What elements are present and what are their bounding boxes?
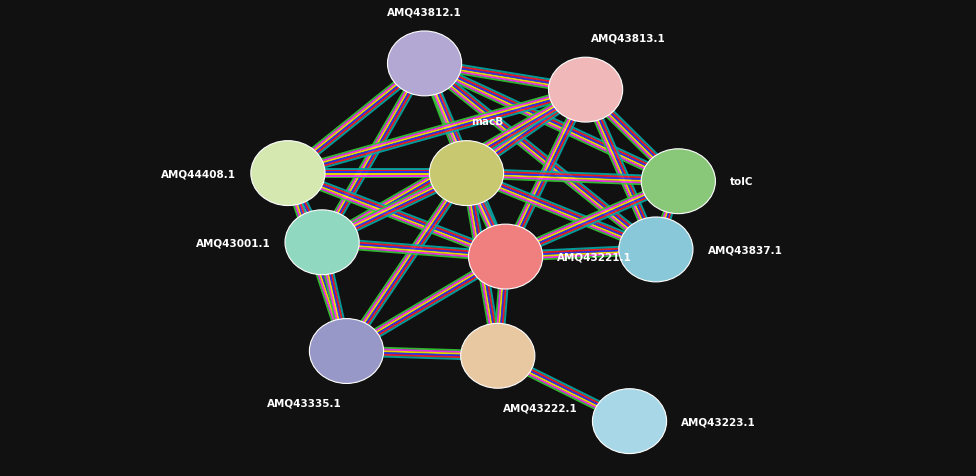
Text: AMQ43221.1: AMQ43221.1 [557,252,632,262]
Text: AMQ43335.1: AMQ43335.1 [266,398,342,408]
Ellipse shape [641,149,715,214]
Ellipse shape [461,324,535,388]
Ellipse shape [251,141,325,206]
Text: AMQ43001.1: AMQ43001.1 [195,238,270,248]
Text: AMQ43223.1: AMQ43223.1 [681,416,756,426]
Ellipse shape [429,141,504,206]
Text: AMQ43813.1: AMQ43813.1 [590,34,666,44]
Ellipse shape [468,225,543,289]
Ellipse shape [285,210,359,275]
Ellipse shape [592,389,667,454]
Text: tolC: tolC [730,177,753,187]
Ellipse shape [309,319,384,384]
Text: AMQ43812.1: AMQ43812.1 [387,8,462,18]
Text: AMQ43222.1: AMQ43222.1 [503,403,578,413]
Ellipse shape [619,218,693,282]
Ellipse shape [549,58,623,123]
Text: macB: macB [471,117,504,127]
Ellipse shape [387,32,462,97]
Text: AMQ44408.1: AMQ44408.1 [161,169,236,178]
Text: AMQ43837.1: AMQ43837.1 [708,245,783,255]
